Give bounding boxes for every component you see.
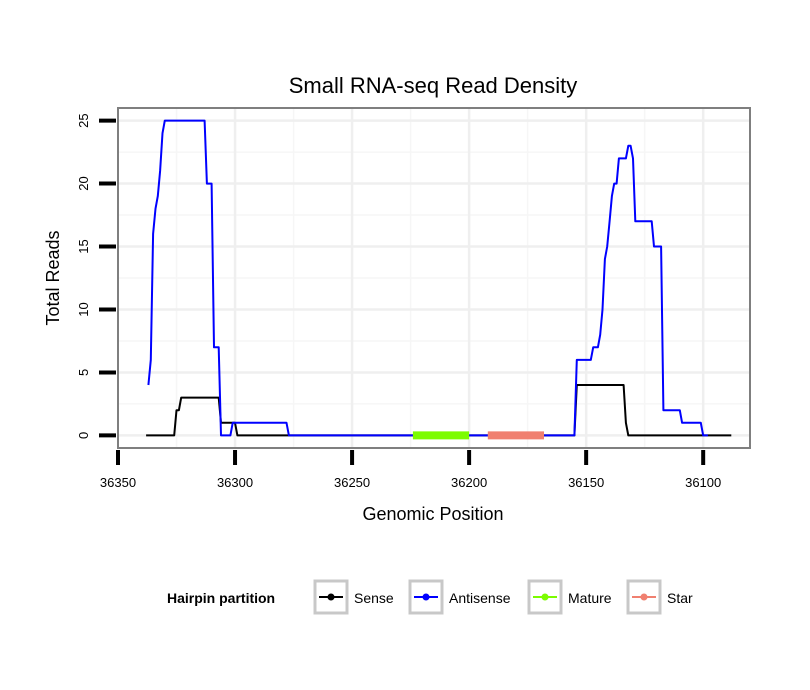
legend-key-point bbox=[640, 593, 648, 601]
y-axis-title: Total Reads bbox=[43, 230, 63, 325]
legend-title: Hairpin partition bbox=[167, 590, 275, 606]
x-tick-label: 36150 bbox=[568, 475, 604, 490]
y-tick-label: 15 bbox=[76, 239, 91, 253]
legend-entry-star: Star bbox=[626, 579, 693, 615]
legend-entry-mature: Mature bbox=[527, 579, 612, 615]
y-tick-label: 25 bbox=[76, 113, 91, 127]
grid bbox=[118, 108, 750, 448]
plot-panel-border bbox=[117, 107, 751, 449]
legend: Hairpin partition Sense Antisense Mature St… bbox=[167, 579, 693, 615]
x-tick-label: 36100 bbox=[685, 475, 721, 490]
legend-key-point bbox=[541, 593, 549, 601]
legend-entry-sense: Sense bbox=[313, 579, 394, 615]
legend-label: Antisense bbox=[449, 590, 511, 606]
legend-entry-antisense: Antisense bbox=[408, 579, 511, 615]
legend-label: Sense bbox=[354, 590, 394, 606]
x-axis-title: Genomic Position bbox=[362, 504, 503, 524]
x-tick-label: 36250 bbox=[334, 475, 370, 490]
y-tick-label: 10 bbox=[76, 302, 91, 316]
legend-label: Mature bbox=[568, 590, 612, 606]
series-antisense-line bbox=[147, 119, 708, 437]
x-tick-label: 36300 bbox=[217, 475, 253, 490]
y-tick-label: 0 bbox=[76, 432, 91, 439]
y-tick-label: 20 bbox=[76, 176, 91, 190]
series-layer bbox=[146, 119, 732, 440]
legend-label: Star bbox=[667, 590, 693, 606]
x-tick-label: 36200 bbox=[451, 475, 487, 490]
axes: 36350 36300 36250 36200 36150 36100 0 5 10 15 20 25 bbox=[76, 113, 721, 490]
legend-key-point bbox=[422, 593, 430, 601]
chart-title: Small RNA-seq Read Density bbox=[289, 73, 578, 98]
legend-key-point bbox=[327, 593, 335, 601]
x-tick-label: 36350 bbox=[100, 475, 136, 490]
y-tick-label: 5 bbox=[76, 369, 91, 376]
